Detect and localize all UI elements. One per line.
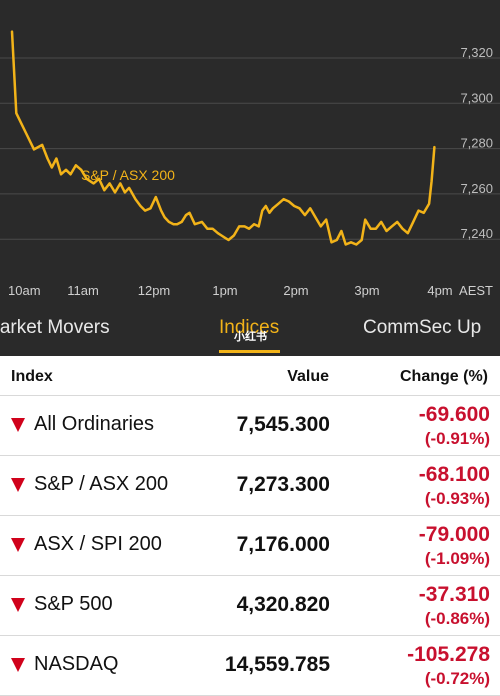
header-index[interactable]: Index — [11, 368, 53, 385]
y-tick-label: 7,260 — [460, 181, 493, 196]
indices-table: Index Value Change (%) All Ordinaries 7,… — [0, 356, 500, 696]
y-tick-label: 7,300 — [460, 90, 493, 105]
tab-bar: Market Movers Indices CommSec Up 小红书 — [0, 300, 500, 356]
x-tick-label: 10am — [8, 283, 41, 298]
chart-svg: 7,320 7,300 7,280 7,260 7,240 10am 11am 12pm 1pm… — [0, 30, 500, 298]
x-tick-label: 4pm — [427, 283, 452, 298]
table-row[interactable]: S&P / ASX 200 7,273.300 -68.100 (-0.93%) — [0, 456, 500, 516]
tab-market-movers[interactable]: Market Movers — [0, 317, 110, 338]
table-row[interactable]: NASDAQ 14,559.785 -105.278 (-0.72%) — [0, 636, 500, 696]
table-row[interactable]: S&P 500 4,320.820 -37.310 (-0.86%) — [0, 576, 500, 636]
index-change: -105.278 — [407, 643, 490, 666]
x-tick-label: 1pm — [212, 283, 237, 298]
index-name: S&P / ASX 200 — [34, 473, 169, 495]
down-arrow-icon — [11, 418, 25, 432]
index-name: All Ordinaries — [34, 413, 155, 435]
index-value: 7,176.000 — [236, 533, 330, 556]
index-value: 7,273.300 — [236, 473, 330, 496]
x-tick-label: 12pm — [138, 283, 171, 298]
x-tick-label: 2pm — [283, 283, 308, 298]
series-label: S&P / ASX 200 — [81, 167, 175, 183]
header-change[interactable]: Change (%) — [400, 368, 488, 385]
table-header: Index Value Change (%) — [0, 356, 500, 396]
down-arrow-icon — [11, 478, 25, 492]
index-value: 7,545.300 — [236, 413, 330, 436]
index-value: 14,559.785 — [224, 653, 330, 676]
index-name: S&P 500 — [34, 593, 113, 615]
index-change: -69.600 — [418, 403, 490, 426]
index-change-percent: (-0.91%) — [424, 429, 490, 448]
table-row[interactable]: All Ordinaries 7,545.300 -69.600 (-0.91%… — [0, 396, 500, 456]
x-axis-unit: AEST — [459, 283, 493, 298]
tab-commsec-up[interactable]: CommSec Up — [363, 317, 482, 338]
y-tick-label: 7,280 — [460, 136, 493, 151]
down-arrow-icon — [11, 598, 25, 612]
index-change: -68.100 — [418, 463, 490, 486]
index-change-percent: (-0.72%) — [424, 669, 490, 688]
watermark-text: 小红书 — [234, 331, 267, 343]
index-value: 4,320.820 — [236, 593, 330, 616]
index-name: ASX / SPI 200 — [34, 533, 162, 555]
x-tick-label: 11am — [67, 283, 99, 298]
header-value[interactable]: Value — [287, 368, 329, 385]
intraday-chart[interactable]: 7,320 7,300 7,280 7,260 7,240 10am 11am 12pm 1pm… — [0, 0, 500, 300]
down-arrow-icon — [11, 658, 25, 672]
tab-indices[interactable]: Indices — [219, 317, 280, 338]
y-tick-label: 7,240 — [460, 226, 493, 241]
y-tick-label: 7,320 — [460, 45, 493, 60]
index-name: NASDAQ — [34, 653, 119, 675]
table-row[interactable]: ASX / SPI 200 7,176.000 -79.000 (-1.09%) — [0, 516, 500, 576]
series-line — [10, 30, 436, 246]
index-change-percent: (-0.93%) — [424, 489, 490, 508]
index-change: -79.000 — [418, 523, 490, 546]
index-change: -37.310 — [418, 583, 490, 606]
index-change-percent: (-0.86%) — [424, 609, 490, 628]
index-change-percent: (-1.09%) — [424, 549, 490, 568]
active-tab-indicator — [219, 350, 280, 353]
x-tick-label: 3pm — [354, 283, 379, 298]
down-arrow-icon — [11, 538, 25, 552]
